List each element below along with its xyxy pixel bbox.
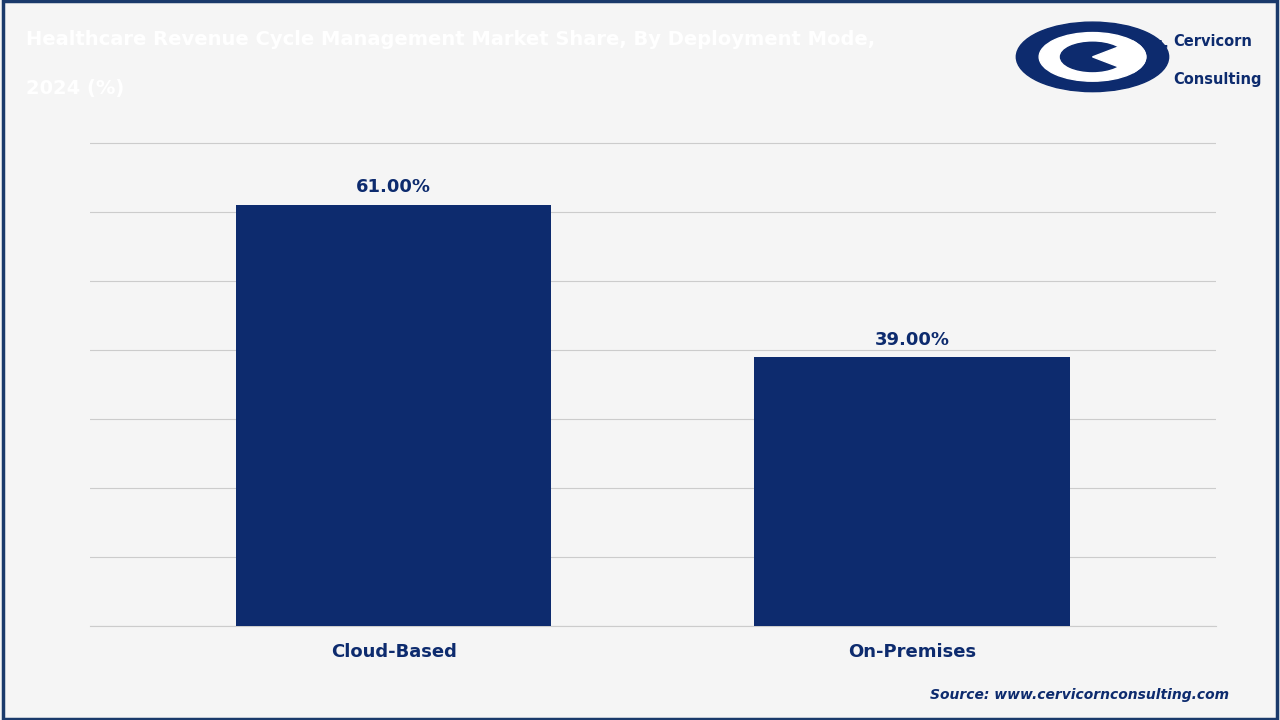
Text: 39.00%: 39.00% [874,330,950,348]
Circle shape [1016,22,1169,91]
Text: Healthcare Revenue Cycle Management Market Share, By Deployment Mode,: Healthcare Revenue Cycle Management Mark… [26,30,874,49]
Text: 2024 (%): 2024 (%) [26,79,124,98]
Text: Source: www.cervicornconsulting.com: Source: www.cervicornconsulting.com [929,688,1229,702]
Circle shape [1039,32,1146,81]
Bar [236,204,552,626]
Bar [754,357,1070,626]
Text: +: + [1151,37,1170,57]
Text: Cervicorn: Cervicorn [1172,34,1252,49]
Circle shape [1061,42,1124,71]
Text: 61.00%: 61.00% [356,179,431,197]
Text: Consulting: Consulting [1172,72,1262,87]
Wedge shape [1092,41,1146,73]
